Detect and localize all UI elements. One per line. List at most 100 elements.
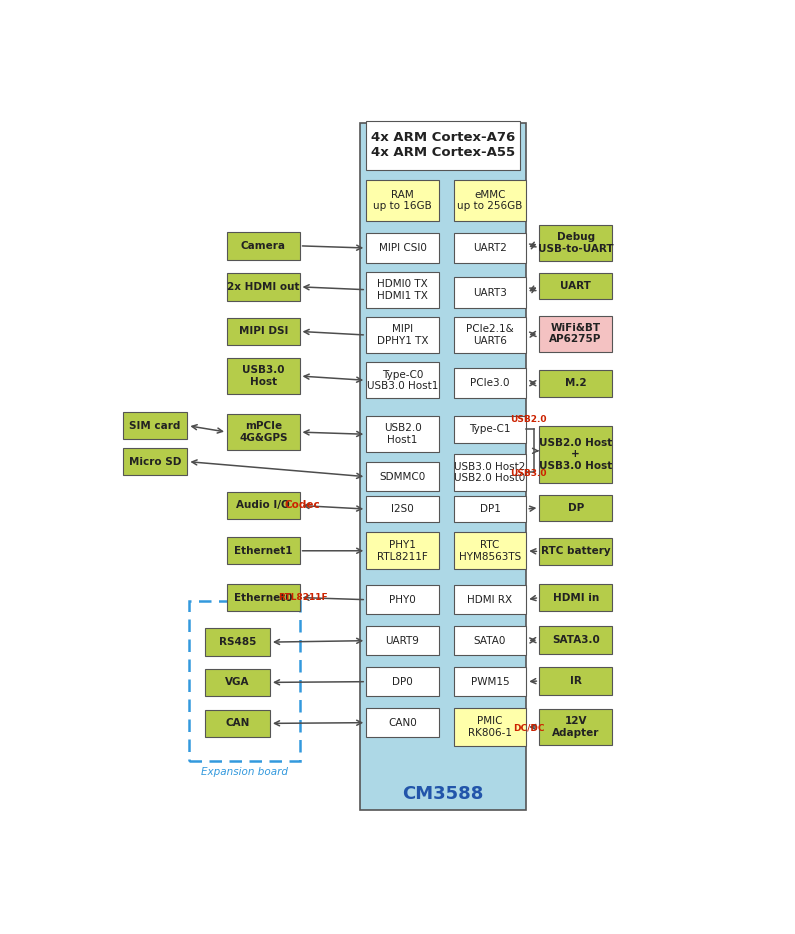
FancyBboxPatch shape	[539, 426, 612, 483]
FancyBboxPatch shape	[539, 627, 612, 654]
Text: 4x ARM Cortex-A76
4x ARM Cortex-A55: 4x ARM Cortex-A76 4x ARM Cortex-A55	[371, 131, 515, 159]
Text: mPCIe
4G&GPS: mPCIe 4G&GPS	[239, 421, 288, 443]
FancyBboxPatch shape	[539, 370, 612, 397]
Text: USB3.0: USB3.0	[510, 469, 547, 477]
Text: 12V
Adapter: 12V Adapter	[552, 716, 599, 738]
Text: Camera: Camera	[241, 241, 285, 251]
Text: Type-C0
USB3.0 Host1: Type-C0 USB3.0 Host1	[366, 370, 438, 391]
Text: RS485: RS485	[219, 637, 256, 647]
FancyBboxPatch shape	[227, 318, 300, 345]
Text: Ethernet0: Ethernet0	[234, 592, 293, 602]
Text: PMIC
RK806-1: PMIC RK806-1	[468, 716, 512, 738]
FancyBboxPatch shape	[454, 233, 526, 263]
Text: HDMI0 TX
HDMI1 TX: HDMI0 TX HDMI1 TX	[377, 279, 428, 301]
Text: USB2.0
Host1: USB2.0 Host1	[384, 423, 421, 446]
Text: USB2.0: USB2.0	[510, 415, 547, 424]
FancyBboxPatch shape	[539, 316, 612, 351]
Text: PWM15: PWM15	[471, 676, 510, 686]
Text: PHY0: PHY0	[389, 595, 416, 604]
FancyBboxPatch shape	[454, 708, 526, 746]
FancyBboxPatch shape	[454, 368, 526, 398]
FancyBboxPatch shape	[366, 586, 439, 614]
FancyBboxPatch shape	[539, 495, 612, 520]
Text: IR: IR	[570, 676, 582, 686]
FancyBboxPatch shape	[227, 537, 300, 564]
FancyBboxPatch shape	[366, 532, 439, 570]
Text: SATA0: SATA0	[474, 636, 506, 645]
Text: DP0: DP0	[392, 676, 413, 686]
Text: Micro SD: Micro SD	[129, 457, 181, 467]
FancyBboxPatch shape	[227, 492, 300, 519]
FancyBboxPatch shape	[539, 667, 612, 695]
FancyBboxPatch shape	[539, 273, 612, 299]
FancyBboxPatch shape	[366, 417, 439, 452]
FancyBboxPatch shape	[454, 532, 526, 570]
FancyBboxPatch shape	[227, 584, 300, 611]
FancyBboxPatch shape	[122, 448, 188, 475]
FancyBboxPatch shape	[454, 667, 526, 696]
FancyBboxPatch shape	[122, 412, 188, 439]
FancyBboxPatch shape	[227, 233, 300, 260]
Text: UART3: UART3	[473, 288, 507, 298]
Text: USB3.0 Host2
USB2.0 Host0: USB3.0 Host2 USB2.0 Host0	[454, 461, 525, 483]
FancyBboxPatch shape	[205, 710, 270, 737]
FancyBboxPatch shape	[366, 462, 439, 491]
Text: HDMI RX: HDMI RX	[467, 595, 513, 604]
Text: I2S0: I2S0	[391, 504, 414, 514]
Text: RTC battery: RTC battery	[541, 546, 611, 557]
Text: Expansion board: Expansion board	[200, 767, 288, 776]
FancyBboxPatch shape	[454, 317, 526, 353]
Text: CAN0: CAN0	[388, 717, 417, 728]
Text: MIPI CSI0: MIPI CSI0	[378, 243, 426, 253]
FancyBboxPatch shape	[205, 629, 270, 656]
FancyBboxPatch shape	[454, 454, 526, 491]
FancyBboxPatch shape	[454, 277, 526, 307]
Text: RTC
HYM8563TS: RTC HYM8563TS	[459, 540, 522, 561]
FancyBboxPatch shape	[366, 362, 439, 398]
Text: DP1: DP1	[479, 504, 500, 514]
Text: PHY1
RTL8211F: PHY1 RTL8211F	[377, 540, 428, 561]
Text: Ethernet1: Ethernet1	[234, 545, 293, 556]
FancyBboxPatch shape	[366, 120, 520, 170]
Text: SDMMC0: SDMMC0	[379, 472, 425, 482]
Text: Debug
USB-to-UART: Debug USB-to-UART	[538, 233, 614, 254]
Text: MIPI DSI: MIPI DSI	[238, 326, 288, 336]
Text: Audio I/O: Audio I/O	[236, 501, 290, 511]
FancyBboxPatch shape	[366, 627, 439, 655]
FancyBboxPatch shape	[454, 627, 526, 655]
Text: M.2: M.2	[564, 378, 587, 389]
Text: eMMC
up to 256GB: eMMC up to 256GB	[457, 190, 522, 211]
Text: RTL8211F: RTL8211F	[278, 593, 328, 602]
FancyBboxPatch shape	[366, 317, 439, 353]
Text: Codec: Codec	[285, 500, 320, 510]
FancyBboxPatch shape	[366, 708, 439, 737]
Text: MIPI
DPHY1 TX: MIPI DPHY1 TX	[377, 324, 429, 346]
Text: VGA: VGA	[226, 677, 250, 687]
Text: UART: UART	[560, 281, 591, 291]
Text: USB2.0 Host
+
USB3.0 Host: USB2.0 Host + USB3.0 Host	[539, 438, 612, 471]
Text: 2x HDMI out: 2x HDMI out	[227, 282, 300, 291]
Text: PCIe3.0: PCIe3.0	[471, 378, 510, 389]
FancyBboxPatch shape	[227, 273, 300, 301]
FancyBboxPatch shape	[227, 358, 300, 394]
FancyBboxPatch shape	[454, 179, 526, 221]
Text: PCIe2.1&
UART6: PCIe2.1& UART6	[466, 324, 514, 346]
FancyBboxPatch shape	[360, 123, 526, 810]
Text: DP: DP	[568, 502, 584, 513]
FancyBboxPatch shape	[366, 667, 439, 696]
FancyBboxPatch shape	[454, 496, 526, 522]
FancyBboxPatch shape	[366, 179, 439, 221]
FancyBboxPatch shape	[539, 538, 612, 565]
Text: SATA3.0: SATA3.0	[552, 635, 599, 645]
FancyBboxPatch shape	[539, 584, 612, 611]
Text: UART9: UART9	[386, 636, 420, 645]
Text: SIM card: SIM card	[130, 420, 180, 431]
FancyBboxPatch shape	[539, 225, 612, 261]
Text: CM3588: CM3588	[402, 785, 484, 803]
Text: Type-C1: Type-C1	[469, 424, 510, 434]
FancyBboxPatch shape	[227, 414, 300, 450]
Text: WiFi&BT
AP6275P: WiFi&BT AP6275P	[549, 323, 602, 345]
Text: UART2: UART2	[473, 243, 507, 253]
FancyBboxPatch shape	[205, 669, 270, 696]
FancyBboxPatch shape	[454, 586, 526, 614]
